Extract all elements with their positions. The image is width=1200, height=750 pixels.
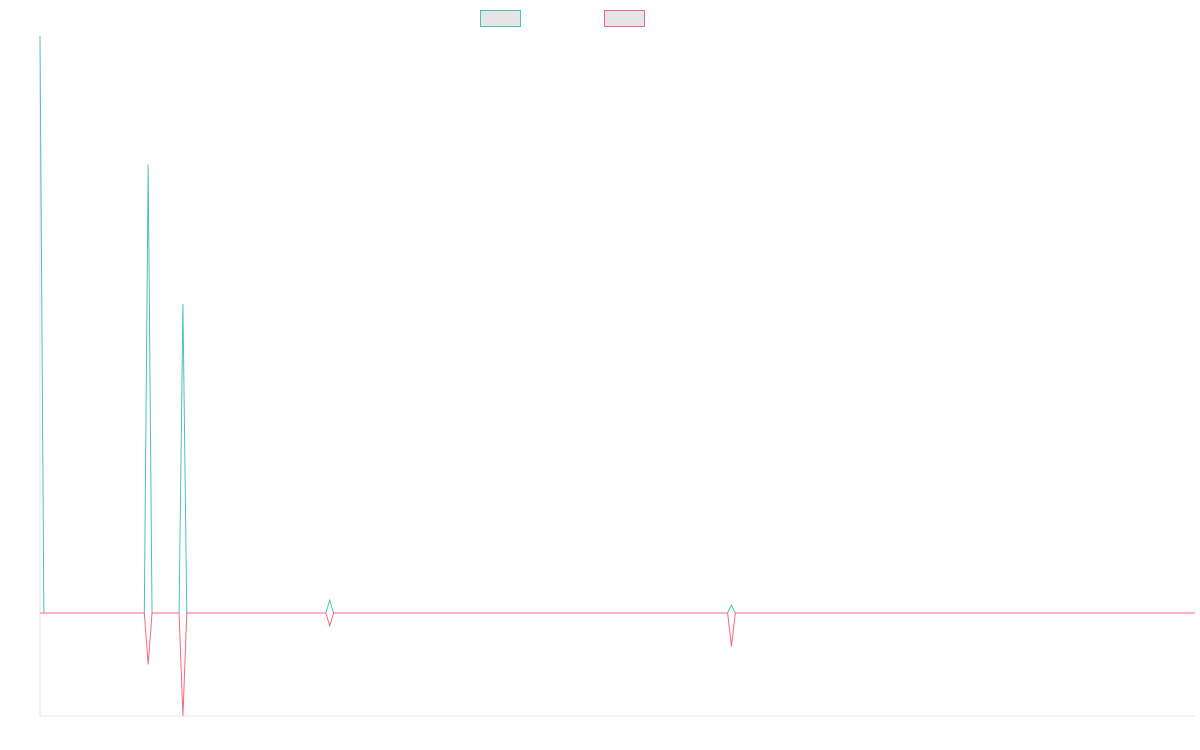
legend [480, 10, 645, 27]
series-line-1 [39, 35, 1195, 614]
series-line-2 [40, 612, 1195, 717]
axes [39, 36, 1195, 717]
legend-swatch-2[interactable] [604, 10, 645, 27]
legend-swatch-1[interactable] [480, 10, 521, 27]
series-layer [39, 35, 1195, 717]
